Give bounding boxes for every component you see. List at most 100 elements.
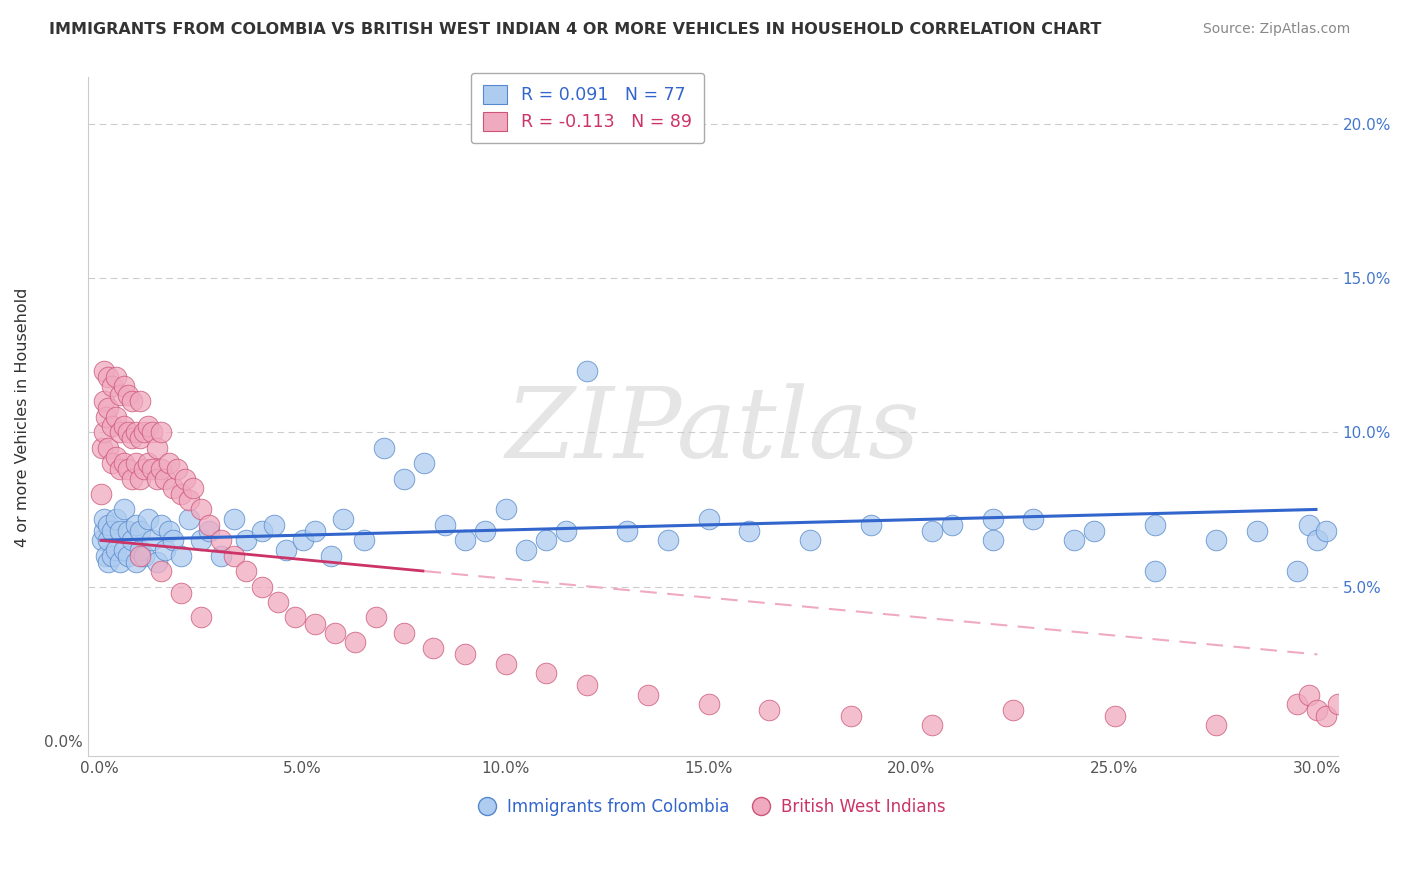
Point (108, 425, 131, 440)
Point (117, 462, 139, 476)
Point (121, 394, 143, 409)
Point (198, 524, 221, 538)
Point (1246, 524, 1268, 538)
Point (364, 610, 387, 624)
Point (166, 462, 188, 476)
Legend: Immigrants from Colombia, British West Indians: Immigrants from Colombia, British West I… (474, 791, 952, 822)
Point (495, 657, 517, 671)
Point (921, 524, 943, 538)
Point (117, 549, 139, 563)
Point (170, 585, 193, 599)
Text: IMMIGRANTS FROM COLOMBIA VS BRITISH WEST INDIAN 4 OR MORE VEHICLES IN HOUSEHOLD : IMMIGRANTS FROM COLOMBIA VS BRITISH WEST… (49, 22, 1101, 37)
Point (1315, 524, 1337, 538)
Point (108, 388, 131, 402)
Point (141, 425, 163, 440)
Point (291, 533, 314, 548)
Point (1144, 517, 1167, 532)
Point (323, 625, 346, 640)
Point (121, 432, 143, 446)
Point (112, 502, 135, 516)
Point (97, 369, 120, 384)
Point (392, 625, 415, 640)
Text: ZIPatlas: ZIPatlas (505, 383, 920, 478)
Point (108, 555, 131, 569)
Point (138, 511, 160, 525)
Point (515, 542, 537, 557)
Point (117, 425, 139, 440)
Point (125, 517, 148, 532)
Point (276, 542, 298, 557)
Point (211, 533, 233, 548)
Point (94, 549, 117, 563)
Point (353, 533, 375, 548)
Point (108, 524, 131, 538)
Point (575, 363, 598, 377)
Point (170, 487, 193, 501)
Point (145, 472, 167, 486)
Point (117, 388, 139, 402)
Point (129, 472, 152, 486)
Point (94, 409, 117, 424)
Point (177, 493, 200, 508)
Point (392, 472, 415, 486)
Point (474, 524, 496, 538)
Point (697, 511, 720, 525)
Point (1315, 709, 1337, 723)
Point (121, 533, 143, 548)
Point (112, 456, 135, 470)
Point (174, 472, 197, 486)
Point (1205, 718, 1227, 732)
Point (104, 369, 127, 384)
Point (149, 564, 172, 578)
Point (616, 524, 638, 538)
Point (93, 524, 115, 538)
Point (495, 502, 517, 516)
Point (373, 441, 395, 455)
Point (267, 595, 290, 609)
Point (190, 610, 212, 624)
Point (1367, 703, 1389, 717)
Point (697, 697, 720, 711)
Point (283, 610, 305, 624)
Point (235, 533, 257, 548)
Point (97, 555, 120, 569)
Point (90, 441, 112, 455)
Point (222, 511, 245, 525)
Point (921, 718, 943, 732)
Point (1022, 511, 1045, 525)
Point (125, 456, 148, 470)
Point (125, 425, 148, 440)
Point (1083, 524, 1105, 538)
Point (981, 511, 1004, 525)
Point (454, 533, 477, 548)
Point (1104, 709, 1126, 723)
Point (90, 487, 112, 501)
Point (129, 394, 152, 409)
Point (981, 533, 1004, 548)
Point (97, 441, 120, 455)
Point (1326, 697, 1348, 711)
Point (250, 524, 273, 538)
Point (97, 517, 120, 532)
Point (101, 419, 124, 434)
Point (162, 481, 184, 495)
Point (149, 425, 172, 440)
Point (117, 524, 139, 538)
Point (138, 456, 160, 470)
Point (149, 517, 172, 532)
Point (177, 511, 200, 525)
Point (104, 511, 127, 525)
Point (138, 419, 160, 434)
Point (235, 564, 257, 578)
Point (1339, 718, 1361, 732)
Point (129, 524, 152, 538)
Point (859, 517, 882, 532)
Point (534, 665, 557, 680)
Point (637, 688, 659, 702)
Point (129, 432, 152, 446)
Point (1063, 533, 1085, 548)
Point (190, 533, 212, 548)
Point (555, 524, 578, 538)
Y-axis label: 4 or more Vehicles in Household: 4 or more Vehicles in Household (15, 287, 30, 547)
Point (162, 533, 184, 548)
